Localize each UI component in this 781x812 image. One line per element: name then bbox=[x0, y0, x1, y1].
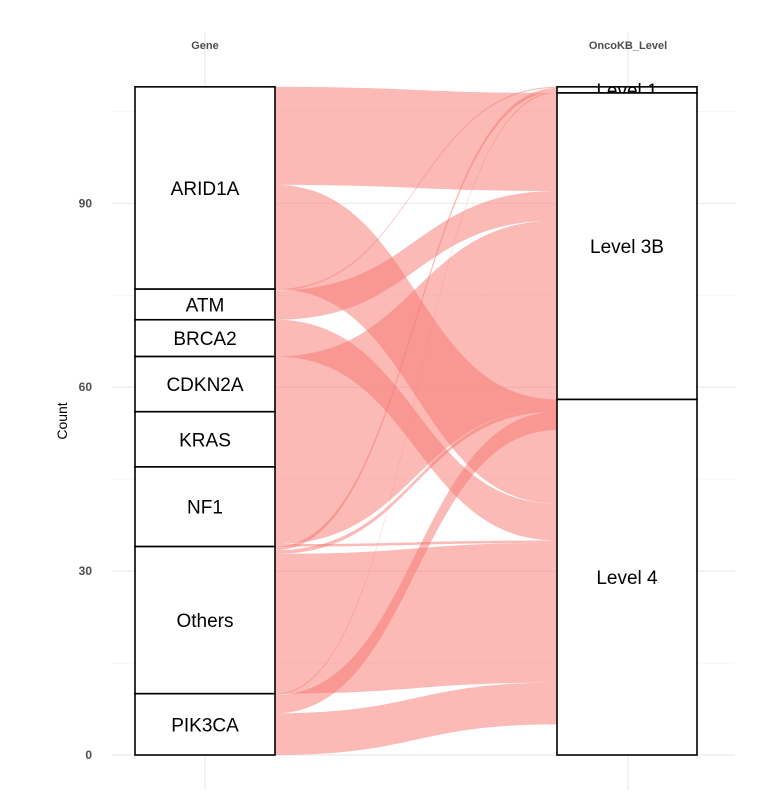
flow-layer bbox=[275, 86, 557, 755]
flow-nf1-to-level-4 bbox=[275, 540, 557, 547]
flow-cdkn2a-to-level-3b bbox=[275, 220, 557, 412]
y-tick-label: 30 bbox=[79, 564, 93, 578]
y-axis-ticks: 0 30 60 90 bbox=[79, 196, 93, 762]
y-tick-label: 60 bbox=[79, 380, 93, 394]
stratum-gene-cdkn2a bbox=[134, 355, 276, 413]
flow-nf1-to-level-3b bbox=[275, 330, 557, 545]
stratum-label-brca2: BRCA2 bbox=[173, 329, 236, 350]
flow-pik3ca-to-level-4 bbox=[275, 682, 557, 755]
stratum-gene-kras bbox=[134, 410, 276, 468]
stratum-level-level-3b bbox=[556, 92, 698, 401]
strata-layer: ARID1A ATM BRCA2 CDKN2A KRAS NF1 Others PIK3CA L… bbox=[134, 81, 698, 756]
stratum-label-arid1a: ARID1A bbox=[171, 179, 240, 200]
stratum-gene-atm bbox=[134, 288, 276, 321]
flow-pik3ca-to-level-1 bbox=[275, 91, 557, 695]
stratum-gene-brca2 bbox=[134, 318, 276, 358]
y-tick-label: 0 bbox=[85, 748, 92, 762]
flow-arid1a-to-level-3b bbox=[275, 86, 557, 192]
flow-atm-to-level-1 bbox=[275, 86, 557, 291]
stratum-label-pik3ca: PIK3CA bbox=[171, 715, 239, 736]
stratum-label-others: Others bbox=[176, 611, 233, 632]
flow-others-to-level-3b bbox=[275, 408, 557, 554]
y-tick-label: 90 bbox=[79, 196, 93, 210]
stratum-gene-arid1a bbox=[134, 86, 276, 290]
stratum-label-nf1: NF1 bbox=[187, 498, 223, 519]
stratum-label-atm: ATM bbox=[186, 295, 225, 316]
axis-label-gene: Gene bbox=[191, 40, 219, 52]
stratum-label-level-3b: Level 3B bbox=[590, 237, 664, 258]
stratum-label-level-4: Level 4 bbox=[596, 568, 658, 589]
y-axis-title: Count bbox=[54, 402, 70, 439]
stratum-label-kras: KRAS bbox=[179, 430, 231, 451]
flow-others-to-level-4 bbox=[275, 542, 557, 694]
flow-pik3ca-to-level-3b bbox=[275, 411, 557, 714]
flow-others-to-level-1 bbox=[275, 88, 557, 551]
stratum-label-cdkn2a: CDKN2A bbox=[166, 375, 243, 396]
stratum-level-level-4 bbox=[556, 398, 698, 756]
stratum-gene-others bbox=[134, 545, 276, 695]
axis-label-oncokb-level: OncoKB_Level bbox=[589, 40, 667, 52]
stratum-gene-pik3ca bbox=[134, 692, 276, 756]
flow-atm-to-level-3b bbox=[275, 191, 557, 320]
stratum-gene-nf1 bbox=[134, 466, 276, 548]
flow-kras-to-level-3b bbox=[275, 275, 557, 467]
